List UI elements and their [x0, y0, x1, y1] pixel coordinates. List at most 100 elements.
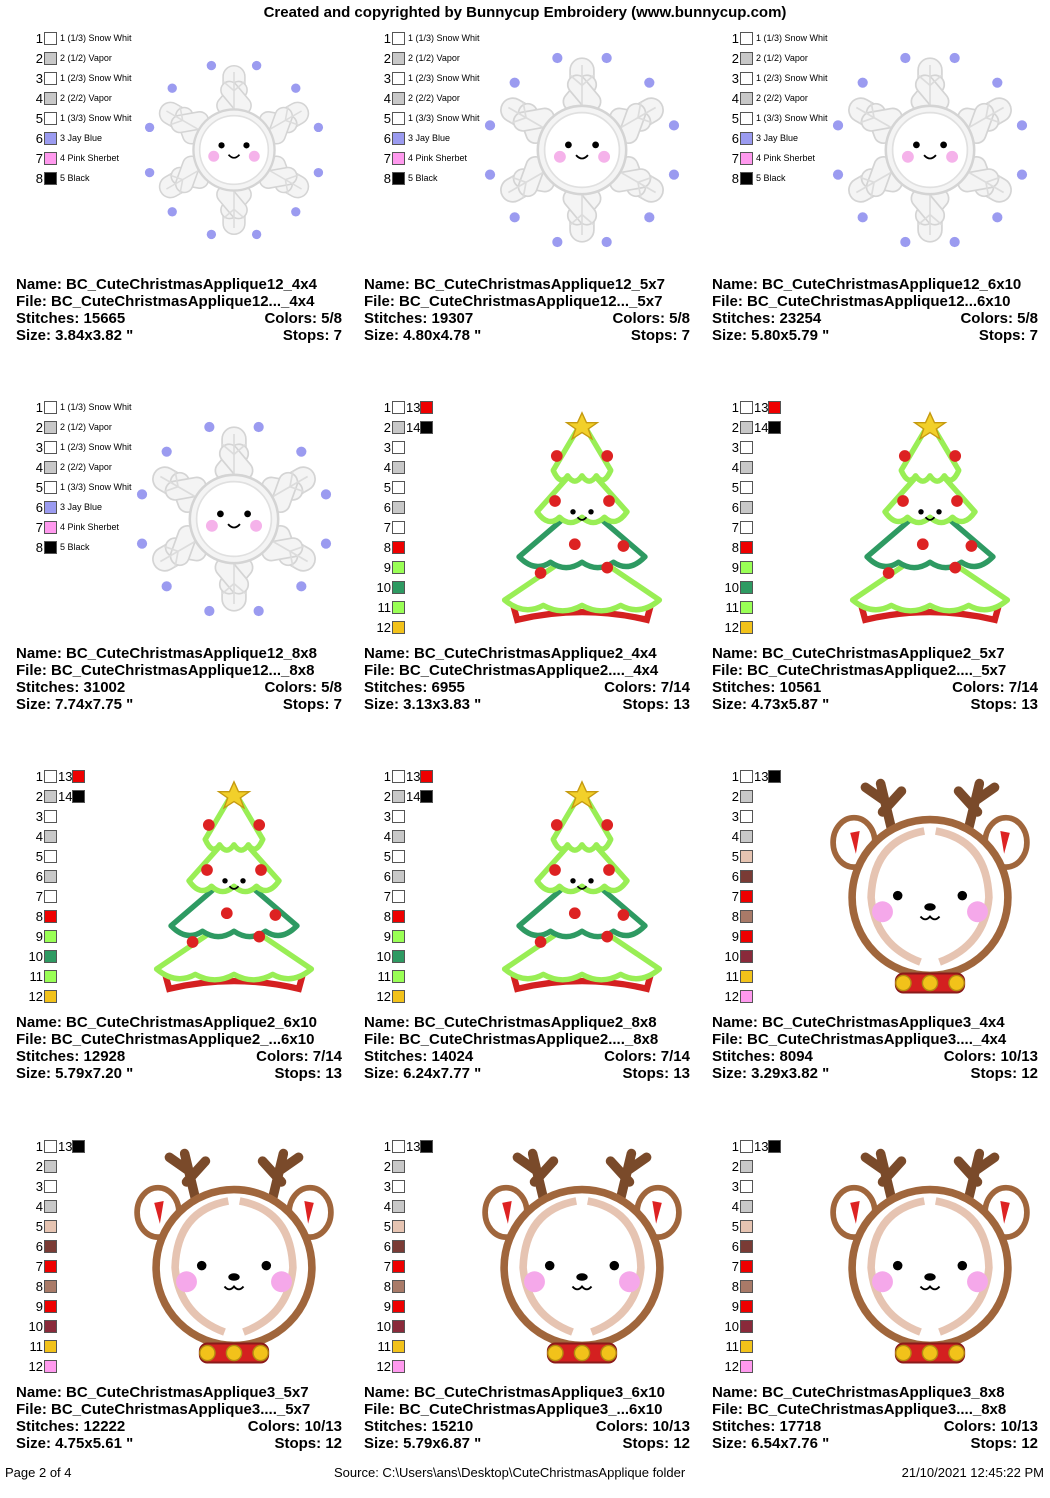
color-number: 8 — [731, 539, 739, 555]
color-number: 4 — [383, 90, 391, 106]
stop-count: Stops: 13 — [274, 1065, 342, 1082]
page-footer: Page 2 of 4 Source: C:\Users\ans\Desktop… — [0, 1463, 1050, 1483]
color-swatch — [740, 889, 753, 903]
color-number: 3 — [383, 808, 391, 824]
color-list-item: 8 — [374, 908, 405, 924]
color-number: 1 — [731, 30, 739, 46]
color-swatch — [392, 400, 405, 414]
color-swatch — [44, 869, 57, 883]
color-list-item: 10 — [374, 579, 405, 595]
color-swatch — [44, 1139, 57, 1153]
stitch-count: Stitches: 17718 — [712, 1418, 822, 1435]
color-label: 4 Pink Sherbet — [408, 153, 468, 163]
color-list-item: 3 — [722, 439, 753, 455]
design-file: File: BC_CuteChristmasApplique3...._5x7 — [16, 1401, 311, 1418]
color-number: 6 — [731, 1238, 739, 1254]
color-list-item: 5 — [26, 1218, 57, 1234]
color-number: 1 — [35, 1138, 43, 1154]
color-list-item: 2 14 — [374, 788, 434, 804]
color-number: 11 — [29, 968, 44, 984]
color-number: 1 — [383, 1138, 391, 1154]
design-size: Size: 4.75x5.61 " — [16, 1435, 134, 1452]
color-list-item: 3 — [374, 1178, 405, 1194]
color-list-item: 11 — [722, 968, 753, 984]
color-list-item: 1 13 — [722, 399, 782, 415]
color-swatch — [740, 1359, 753, 1373]
color-list-item: 5 1 (3/3) Snow Whit — [26, 479, 132, 495]
color-swatch — [740, 769, 753, 783]
color-list-item: 8 — [26, 908, 57, 924]
color-list-item: 10 — [26, 948, 57, 964]
color-swatch — [44, 809, 57, 823]
stitch-count: Stitches: 6955 — [364, 679, 465, 696]
color-list-item: 3 1 (2/3) Snow Whit — [374, 70, 480, 86]
color-number-secondary: 13 — [58, 1138, 73, 1154]
color-number: 8 — [383, 170, 391, 186]
color-number: 2 — [731, 419, 739, 435]
color-label: 1 (3/3) Snow Whit — [60, 482, 132, 492]
color-list-item: 4 — [722, 459, 753, 475]
color-list-item: 4 — [722, 1198, 753, 1214]
design-file: File: BC_CuteChristmasApplique12..._8x8 — [16, 662, 315, 679]
color-count: Colors: 5/8 — [960, 310, 1038, 327]
color-swatch — [740, 111, 753, 125]
color-swatch — [392, 171, 405, 185]
color-list-item: 2 14 — [26, 788, 86, 804]
color-number: 4 — [731, 1198, 739, 1214]
color-list-item: 6 — [722, 499, 753, 515]
color-swatch — [740, 909, 753, 923]
color-number: 1 — [35, 768, 43, 784]
color-list-item: 11 — [722, 599, 753, 615]
color-list-item: 2 2 (1/2) Vapor — [26, 50, 112, 66]
color-swatch — [740, 849, 753, 863]
design-size: Size: 3.84x3.82 " — [16, 327, 134, 344]
color-number: 3 — [35, 70, 43, 86]
design-info: Name: BC_CuteChristmasApplique12_6x10 Fil… — [712, 276, 1038, 344]
color-list-item: 11 — [26, 1338, 57, 1354]
design-name: Name: BC_CuteChristmasApplique3_5x7 — [16, 1384, 309, 1401]
color-number: 3 — [35, 1178, 43, 1194]
color-list-item: 4 — [26, 828, 57, 844]
page-number: Page 2 of 4 — [5, 1465, 72, 1480]
design-card: 1 13 2 14 3 4 5 6 7 8 9 10 11 12 Name: BC_CuteChristma… — [710, 399, 1050, 759]
color-label: 1 (3/3) Snow Whit — [408, 113, 480, 123]
color-swatch — [740, 600, 753, 614]
tree-design-preview — [810, 399, 1050, 639]
color-label: 2 (1/2) Vapor — [60, 422, 112, 432]
color-list-item: 1 13 — [26, 1138, 86, 1154]
color-list-item: 5 — [374, 848, 405, 864]
stop-count: Stops: 7 — [630, 327, 690, 344]
color-list-item: 6 — [26, 1238, 57, 1254]
stitch-count: Stitches: 31002 — [16, 679, 126, 696]
color-list-item: 2 — [374, 1158, 405, 1174]
color-swatch — [740, 31, 753, 45]
color-list-item: 5 — [374, 479, 405, 495]
color-swatch — [44, 440, 57, 454]
color-list-item: 4 2 (2/2) Vapor — [374, 90, 460, 106]
color-number-secondary: 14 — [406, 419, 421, 435]
color-list-item: 11 — [374, 968, 405, 984]
color-number: 1 — [383, 399, 391, 415]
color-swatch — [44, 1199, 57, 1213]
snowflake-design-preview — [810, 30, 1050, 270]
color-number: 6 — [35, 130, 43, 146]
color-swatch — [740, 420, 753, 434]
color-number: 10 — [724, 579, 739, 595]
color-swatch — [392, 520, 405, 534]
color-number: 4 — [35, 828, 43, 844]
color-number: 6 — [383, 499, 391, 515]
design-name: Name: BC_CuteChristmasApplique12_6x10 — [712, 276, 1022, 293]
color-list-item: 1 1 (1/3) Snow Whit — [26, 399, 132, 415]
color-number: 7 — [383, 519, 391, 535]
color-list-item: 7 — [374, 1258, 405, 1274]
color-list-item: 5 — [722, 1218, 753, 1234]
color-swatch — [44, 1319, 57, 1333]
color-swatch-secondary — [420, 769, 434, 783]
design-file: File: BC_CuteChristmasApplique12..._4x4 — [16, 293, 315, 310]
design-info: Name: BC_CuteChristmasApplique3_5x7 File:… — [16, 1384, 342, 1452]
color-number: 5 — [35, 479, 43, 495]
color-number: 1 — [731, 399, 739, 415]
color-swatch — [740, 171, 753, 185]
color-list-item: 1 1 (1/3) Snow Whit — [26, 30, 132, 46]
color-number: 7 — [35, 888, 43, 904]
